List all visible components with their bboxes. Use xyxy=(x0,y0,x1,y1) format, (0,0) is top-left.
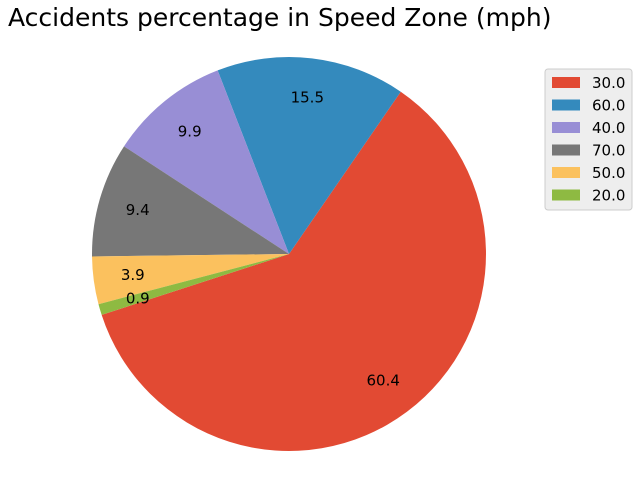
legend: 30.0 60.0 40.0 70.0 50.0 20.0 xyxy=(544,68,633,211)
pie-slice-70-0 xyxy=(92,146,289,257)
legend-swatch xyxy=(552,77,580,88)
legend-label: 30.0 xyxy=(592,74,625,92)
slice-value-label: 0.9 xyxy=(126,289,150,307)
pie-labels: 60.4 15.5 9.9 9.4 3.9 0.9 xyxy=(121,89,400,390)
slice-value-label: 9.4 xyxy=(126,201,150,219)
chart-title: Accidents percentage in Speed Zone (mph) xyxy=(8,3,551,32)
legend-swatch xyxy=(552,167,580,178)
legend-label: 40.0 xyxy=(592,119,625,137)
legend-label: 60.0 xyxy=(592,97,625,115)
slice-value-label: 9.9 xyxy=(178,123,202,141)
pie-slices xyxy=(92,56,486,451)
slice-value-label: 3.9 xyxy=(121,266,145,284)
pie-slice-50-0 xyxy=(92,254,290,305)
legend-swatch xyxy=(552,99,580,111)
pie-slice-30-0 xyxy=(101,91,486,451)
legend-label: 20.0 xyxy=(592,187,625,205)
legend-swatch xyxy=(552,144,580,156)
pie-slice-40-0 xyxy=(124,70,289,254)
legend-label: 50.0 xyxy=(592,164,625,182)
legend-swatch xyxy=(552,122,580,133)
slice-value-label: 60.4 xyxy=(366,371,399,389)
pie-slice-60-0 xyxy=(217,56,401,254)
legend-swatch xyxy=(552,189,580,201)
pie-slice-20-0 xyxy=(98,254,289,315)
legend-items: 30.0 60.0 40.0 70.0 50.0 20.0 xyxy=(552,74,625,205)
legend-label: 70.0 xyxy=(592,142,625,160)
slice-value-label: 15.5 xyxy=(291,89,324,107)
